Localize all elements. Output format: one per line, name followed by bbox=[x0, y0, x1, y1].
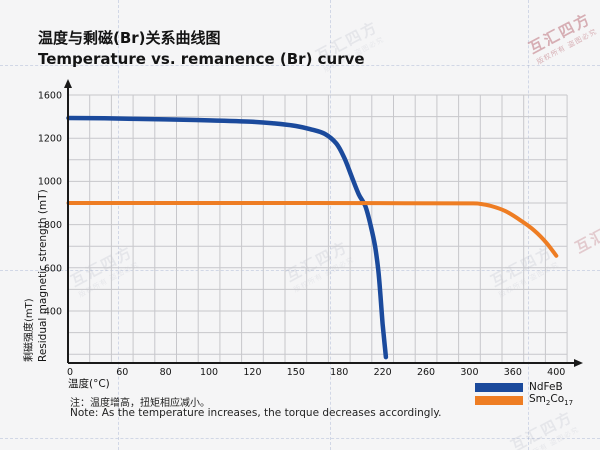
x-tick-label: 150 bbox=[287, 367, 305, 378]
y-tick-label: 400 bbox=[44, 306, 62, 317]
x-tick-label: 100 bbox=[200, 367, 218, 378]
y-tick-label: 1000 bbox=[38, 177, 62, 188]
note-zh: 注：温度增高，扭矩相应减小。 bbox=[70, 398, 210, 409]
x-tick-label: 220 bbox=[374, 367, 392, 378]
ndfeb-swatch bbox=[475, 383, 523, 392]
sm2co17-swatch bbox=[475, 396, 523, 405]
y-tick-label: 600 bbox=[44, 264, 62, 275]
x-tick-label: 0 bbox=[67, 367, 73, 378]
x-tick-label: 400 bbox=[547, 367, 565, 378]
x-tick-label: 360 bbox=[504, 367, 522, 378]
x-tick-label: 120 bbox=[243, 367, 261, 378]
sm2co17-curve bbox=[66, 200, 559, 258]
note-en: Note: As the temperature increases, the … bbox=[70, 407, 442, 419]
x-tick-label: 300 bbox=[460, 367, 478, 378]
chart-title-en: Temperature vs. remanence (Br) curve bbox=[38, 50, 365, 68]
x-tick-label: 260 bbox=[417, 367, 435, 378]
x-axis-arrow-icon bbox=[574, 359, 583, 367]
legend: NdFeB Sm2Co17 bbox=[475, 381, 573, 407]
y-tick-label: 1600 bbox=[38, 90, 62, 101]
x-tick-label: 60 bbox=[116, 367, 128, 378]
chart-title-zh: 温度与剩磁(Br)关系曲线图 bbox=[38, 29, 221, 47]
watermark-dashed-line bbox=[0, 438, 600, 439]
x-tick-label: 180 bbox=[330, 367, 348, 378]
watermark-dashed-line bbox=[0, 270, 600, 271]
ndfeb-curve bbox=[66, 115, 389, 360]
ndfeb-label: NdFeB bbox=[529, 381, 563, 394]
x-tick-label: 80 bbox=[160, 367, 172, 378]
y-tick-label: 1200 bbox=[38, 134, 62, 145]
x-axis-title: 温度(°C) bbox=[68, 378, 110, 390]
legend-item-ndfeb: NdFeB bbox=[475, 381, 573, 394]
legend-item-sm2co17: Sm2Co17 bbox=[475, 394, 573, 407]
sm2co17-label: Sm2Co17 bbox=[529, 392, 574, 408]
y-tick-label: 800 bbox=[44, 220, 62, 231]
y-axis-arrow-icon bbox=[64, 79, 72, 88]
watermark-dashed-line bbox=[0, 65, 600, 66]
